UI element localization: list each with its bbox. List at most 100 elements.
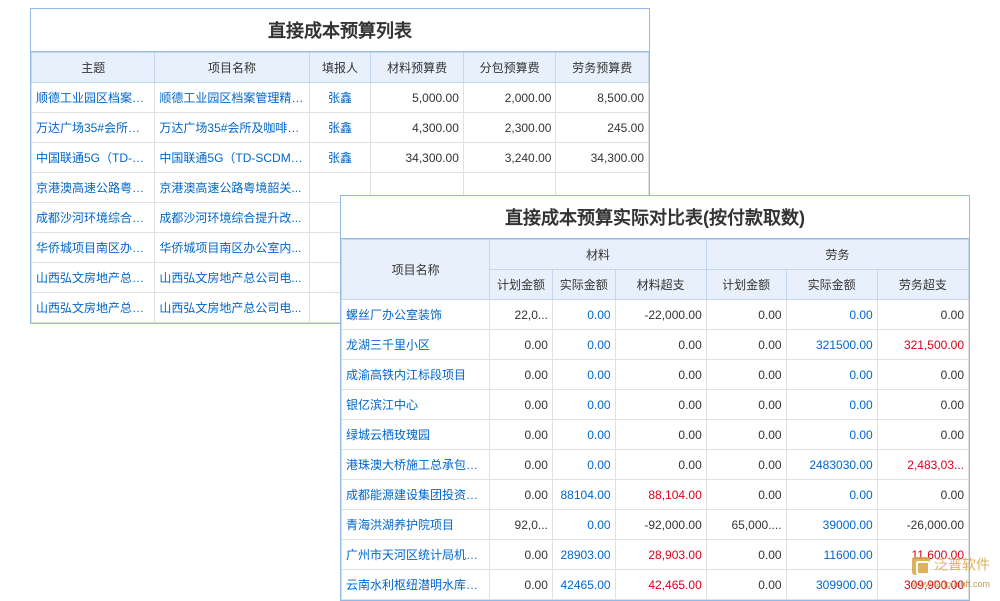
cell[interactable]: 11600.00 xyxy=(786,540,877,570)
cell: 0.00 xyxy=(877,480,968,510)
cell[interactable]: 张鑫 xyxy=(309,113,371,143)
cell: 65,000.... xyxy=(706,510,786,540)
col-mat-plan: 计划金额 xyxy=(490,270,553,300)
cell: 0.00 xyxy=(490,330,553,360)
cell: 88,104.00 xyxy=(615,480,706,510)
cell: 2,000.00 xyxy=(463,83,556,113)
cell[interactable]: 中国联通5G（TD-SCDMA）... xyxy=(155,143,309,173)
cell: 22,0... xyxy=(490,300,553,330)
cell[interactable]: 万达广场35#会所及咖... xyxy=(32,113,155,143)
cell[interactable]: 京港澳高速公路粤境韶... xyxy=(32,173,155,203)
cell[interactable]: 0.00 xyxy=(552,330,615,360)
cell[interactable]: 银亿滨江中心 xyxy=(342,390,490,420)
cell[interactable]: 0.00 xyxy=(786,300,877,330)
cell: 0.00 xyxy=(706,450,786,480)
cell[interactable]: 成都沙河环境综合提升改... xyxy=(155,203,309,233)
cell[interactable]: 张鑫 xyxy=(309,143,371,173)
cell[interactable]: 顺德工业园区档案管理... xyxy=(32,83,155,113)
cell[interactable]: 0.00 xyxy=(552,360,615,390)
cell[interactable]: 88104.00 xyxy=(552,480,615,510)
cell[interactable]: 万达广场35#会所及咖啡厅空... xyxy=(155,113,309,143)
cell[interactable]: 0.00 xyxy=(552,450,615,480)
cell[interactable]: 0.00 xyxy=(786,480,877,510)
cell[interactable]: 京港澳高速公路粤境韶关... xyxy=(155,173,309,203)
cell[interactable]: 螺丝厂办公室装饰 xyxy=(342,300,490,330)
table-row: 成都能源建设集团投资有限公0.0088104.0088,104.000.000.… xyxy=(342,480,969,510)
cell[interactable]: 华侨城项目南区办公室... xyxy=(32,233,155,263)
cell[interactable]: 0.00 xyxy=(552,420,615,450)
cell: 92,0... xyxy=(490,510,553,540)
cell[interactable]: 321500.00 xyxy=(786,330,877,360)
cell: 0.00 xyxy=(706,390,786,420)
cell[interactable]: 山西弘文房地产总公司电... xyxy=(155,293,309,323)
cell: 245.00 xyxy=(556,113,649,143)
cell[interactable]: 成都沙河环境综合提升... xyxy=(32,203,155,233)
cell: 2,483,03... xyxy=(877,450,968,480)
cell: 28,903.00 xyxy=(615,540,706,570)
cell: 5,000.00 xyxy=(371,83,464,113)
cell: -92,000.00 xyxy=(615,510,706,540)
table-row: 银亿滨江中心0.000.000.000.000.000.00 xyxy=(342,390,969,420)
cell: 0.00 xyxy=(706,330,786,360)
cell: 0.00 xyxy=(877,300,968,330)
cell: 0.00 xyxy=(706,420,786,450)
cell[interactable]: 山西弘文房地产总公司... xyxy=(32,293,155,323)
cell: 4,300.00 xyxy=(371,113,464,143)
col-mat-over: 材料超支 xyxy=(615,270,706,300)
budget-compare-table: 项目名称 材料 劳务 计划金额 实际金额 材料超支 计划金额 实际金额 劳务超支… xyxy=(341,239,969,600)
table-header-row: 主题项目名称填报人材料预算费分包预算费劳务预算费 xyxy=(32,53,649,83)
col-header-3: 材料预算费 xyxy=(371,53,464,83)
cell[interactable]: 龙湖三千里小区 xyxy=(342,330,490,360)
cell[interactable]: 成都能源建设集团投资有限公 xyxy=(342,480,490,510)
cell: 0.00 xyxy=(877,360,968,390)
cell[interactable]: 42465.00 xyxy=(552,570,615,600)
cell: 0.00 xyxy=(706,570,786,600)
cell: 34,300.00 xyxy=(371,143,464,173)
cell[interactable]: 成渝高铁内江标段项目 xyxy=(342,360,490,390)
col-group-labor: 劳务 xyxy=(706,240,968,270)
cell: 0.00 xyxy=(490,540,553,570)
cell[interactable]: 0.00 xyxy=(552,510,615,540)
col-group-material: 材料 xyxy=(490,240,707,270)
cell[interactable]: 云南水利枢纽潜明水库一期工 xyxy=(342,570,490,600)
cell: 0.00 xyxy=(490,390,553,420)
col-project: 项目名称 xyxy=(342,240,490,300)
col-header-2: 填报人 xyxy=(309,53,371,83)
watermark: 泛普软件 www.fanpusoft.com xyxy=(912,557,990,590)
table-row: 顺德工业园区档案管理...顺德工业园区档案管理精装饰...张鑫5,000.002… xyxy=(32,83,649,113)
cell[interactable]: 309900.00 xyxy=(786,570,877,600)
cell[interactable]: 绿城云栖玫瑰园 xyxy=(342,420,490,450)
cell[interactable]: 2483030.00 xyxy=(786,450,877,480)
cell: 0.00 xyxy=(615,360,706,390)
group-header-row: 项目名称 材料 劳务 xyxy=(342,240,969,270)
cell[interactable]: 0.00 xyxy=(786,420,877,450)
cell[interactable]: 0.00 xyxy=(552,300,615,330)
cell[interactable]: 青海洪湖养护院项目 xyxy=(342,510,490,540)
cell: 0.00 xyxy=(615,420,706,450)
table-row: 绿城云栖玫瑰园0.000.000.000.000.000.00 xyxy=(342,420,969,450)
cell: 321,500.00 xyxy=(877,330,968,360)
cell[interactable]: 0.00 xyxy=(786,360,877,390)
col-header-0: 主题 xyxy=(32,53,155,83)
panel2-title: 直接成本预算实际对比表(按付款取数) xyxy=(341,196,969,239)
col-header-5: 劳务预算费 xyxy=(556,53,649,83)
cell[interactable]: 张鑫 xyxy=(309,83,371,113)
cell[interactable]: 顺德工业园区档案管理精装饰... xyxy=(155,83,309,113)
cell[interactable]: 中国联通5G（TD-SCD... xyxy=(32,143,155,173)
cell[interactable]: 广州市天河区统计局机房改造 xyxy=(342,540,490,570)
cell[interactable]: 华侨城项目南区办公室内... xyxy=(155,233,309,263)
col-header-1: 项目名称 xyxy=(155,53,309,83)
cell[interactable]: 山西弘文房地产总公司电... xyxy=(155,263,309,293)
cell[interactable]: 港珠澳大桥施工总承包项目 xyxy=(342,450,490,480)
cell: -26,000.00 xyxy=(877,510,968,540)
cell[interactable]: 39000.00 xyxy=(786,510,877,540)
cell[interactable]: 山西弘文房地产总公司... xyxy=(32,263,155,293)
table-row: 万达广场35#会所及咖...万达广场35#会所及咖啡厅空...张鑫4,300.0… xyxy=(32,113,649,143)
cell: 8,500.00 xyxy=(556,83,649,113)
cell[interactable]: 0.00 xyxy=(552,390,615,420)
cell: 42,465.00 xyxy=(615,570,706,600)
watermark-brand: 泛普软件 xyxy=(934,556,990,572)
cell[interactable]: 0.00 xyxy=(786,390,877,420)
cell: 0.00 xyxy=(706,540,786,570)
cell[interactable]: 28903.00 xyxy=(552,540,615,570)
